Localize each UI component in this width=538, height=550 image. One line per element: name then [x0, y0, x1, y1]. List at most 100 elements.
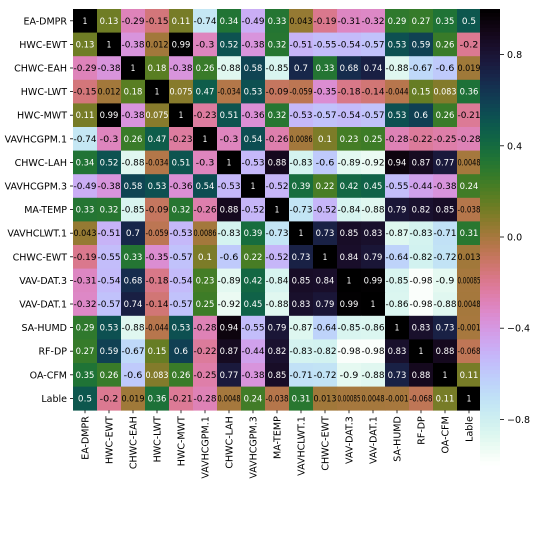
heatmap-cell	[241, 103, 266, 128]
colorbar-tick-label: −0.4	[507, 324, 530, 335]
cell-value-label: -0.57	[98, 300, 121, 310]
cell-value-label: 0.019	[122, 394, 145, 404]
cell-value-label: 0.51	[172, 158, 191, 168]
cell-value-label: 0.5	[462, 17, 476, 27]
heatmap-cell	[193, 386, 218, 411]
cell-value-label: 0.73	[388, 371, 407, 381]
heatmap-cell	[409, 127, 434, 151]
cell-value-label: 0.79	[316, 300, 335, 310]
heatmap-cell	[361, 268, 386, 293]
heatmap-cell	[385, 56, 410, 81]
cell-value-label: -0.55	[98, 253, 121, 263]
colorbar-segment	[480, 282, 500, 287]
colorbar-segment	[480, 385, 500, 390]
cell-value-label: 0.6	[414, 111, 428, 121]
heatmap-cell	[385, 315, 410, 340]
cell-value-label: -0.64	[386, 253, 409, 263]
column-tick-label: SA-HUMD	[393, 416, 404, 462]
heatmap-cell	[457, 9, 482, 33]
cell-value-label: 0.53	[388, 40, 407, 50]
heatmap-cell	[121, 32, 146, 57]
cell-value-label: -0.35	[314, 88, 337, 98]
cell-value-label: 0.88	[436, 347, 455, 357]
colorbar-segment	[480, 427, 500, 432]
colorbar-segment	[480, 267, 500, 272]
cell-value-label: 0.33	[76, 206, 95, 216]
cell-value-label: -0.52	[266, 182, 289, 192]
colorbar-segment	[480, 362, 500, 367]
cell-value-label: -0.54	[98, 276, 121, 286]
heatmap-cell	[457, 245, 482, 269]
cell-value-label: -0.32	[362, 17, 385, 27]
heatmap-cell	[385, 32, 410, 57]
cell-value-label: 0.0048	[458, 158, 481, 168]
heatmap-cell	[217, 221, 242, 246]
cell-value-label: -0.38	[98, 64, 121, 74]
colorbar-tick-label: −0.8	[507, 415, 530, 426]
colorbar-segment	[480, 366, 500, 371]
heatmap-cell	[289, 79, 314, 104]
colorbar-segment	[480, 191, 500, 196]
heatmap-cell	[145, 79, 170, 104]
heatmap-cell	[97, 197, 122, 222]
colorbar-segment	[480, 419, 500, 424]
colorbar-segment	[480, 423, 500, 428]
cell-value-label: -0.92	[218, 300, 241, 310]
heatmap-cell	[289, 339, 314, 364]
heatmap-cell	[217, 363, 242, 387]
row-tick-label: MA-TEMP	[24, 205, 67, 216]
colorbar-segment	[480, 164, 500, 170]
heatmap-cell	[385, 9, 410, 33]
colorbar-segment	[480, 415, 500, 420]
heatmap-cell	[313, 197, 338, 222]
cell-value-label: -0.88	[122, 324, 145, 334]
heatmap-cell	[265, 386, 290, 411]
cell-value-label: 0.26	[124, 135, 143, 145]
heatmap-cell	[73, 363, 98, 387]
cell-value-label: -0.15	[74, 88, 97, 98]
cell-value-label: -0.57	[314, 111, 337, 121]
cell-value-label: 0.39	[292, 182, 311, 192]
heatmap-cell	[409, 9, 434, 33]
cell-value-label: 0.42	[340, 182, 359, 192]
cell-value-label: 0.85	[340, 229, 359, 239]
colorbar-segment	[480, 39, 500, 44]
cell-value-label: 1	[203, 135, 208, 145]
colorbar-segment	[480, 294, 500, 299]
colorbar-segment	[480, 335, 500, 341]
heatmap-cell	[97, 221, 122, 246]
cell-value-label: 0.013	[314, 394, 337, 404]
heatmap-cell	[241, 197, 266, 222]
colorbar-segment	[480, 449, 500, 455]
colorbar-segment	[480, 278, 500, 284]
heatmap-cell	[169, 268, 194, 293]
colorbar-segment	[480, 9, 500, 14]
colorbar-segment	[480, 354, 500, 360]
heatmap-cell	[313, 268, 338, 293]
colorbar-segment	[480, 54, 500, 59]
heatmap-cell	[97, 292, 122, 317]
cell-value-label: 0.32	[172, 206, 191, 216]
cell-value-label: -0.98	[362, 347, 385, 357]
heatmap-cell	[169, 245, 194, 269]
heatmap-cell	[265, 292, 290, 317]
cell-value-label: 0.54	[244, 135, 263, 145]
cell-value-label: 1	[227, 158, 232, 168]
cell-value-label: -0.23	[194, 111, 217, 121]
heatmap-cell	[121, 363, 146, 387]
cell-value-label: 0.73	[292, 253, 311, 263]
colorbar-segment	[480, 16, 500, 21]
cell-value-label: 0.34	[220, 17, 239, 27]
cell-value-label: -0.21	[170, 394, 193, 404]
heatmap-cell	[265, 245, 290, 269]
cell-value-label: -0.98	[338, 347, 361, 357]
heatmap-cell	[145, 363, 170, 387]
heatmap-cell	[73, 103, 98, 128]
heatmap-cell	[169, 127, 194, 151]
cell-value-label: -0.53	[218, 182, 241, 192]
cell-value-label: -0.57	[362, 40, 385, 50]
cell-value-label: 0.53	[148, 182, 167, 192]
heatmap-cell	[361, 9, 386, 33]
heatmap-cell	[337, 268, 362, 293]
heatmap-cell	[193, 127, 218, 151]
